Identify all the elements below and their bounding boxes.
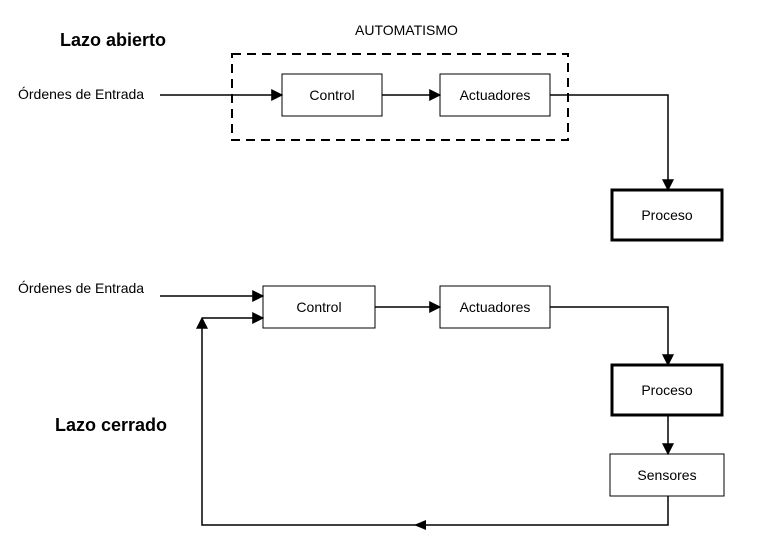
closed-loop-input: Órdenes de Entrada: [18, 280, 144, 296]
node-ol-control-label: Control: [309, 87, 354, 103]
closed-loop-title: Lazo cerrado: [55, 415, 167, 436]
node-ol-proceso-label: Proceso: [641, 207, 692, 223]
node-cl-control-label: Control: [296, 299, 341, 315]
node-cl-sensores-label: Sensores: [637, 467, 696, 483]
node-cl-actuadores-label: Actuadores: [460, 299, 531, 315]
open-loop-title: Lazo abierto: [60, 30, 166, 51]
automatismo-label: AUTOMATISMO: [355, 22, 458, 38]
node-ol-actuadores-label: Actuadores: [460, 87, 531, 103]
node-cl-proceso-label: Proceso: [641, 382, 692, 398]
open-loop-input: Órdenes de Entrada: [18, 86, 144, 102]
